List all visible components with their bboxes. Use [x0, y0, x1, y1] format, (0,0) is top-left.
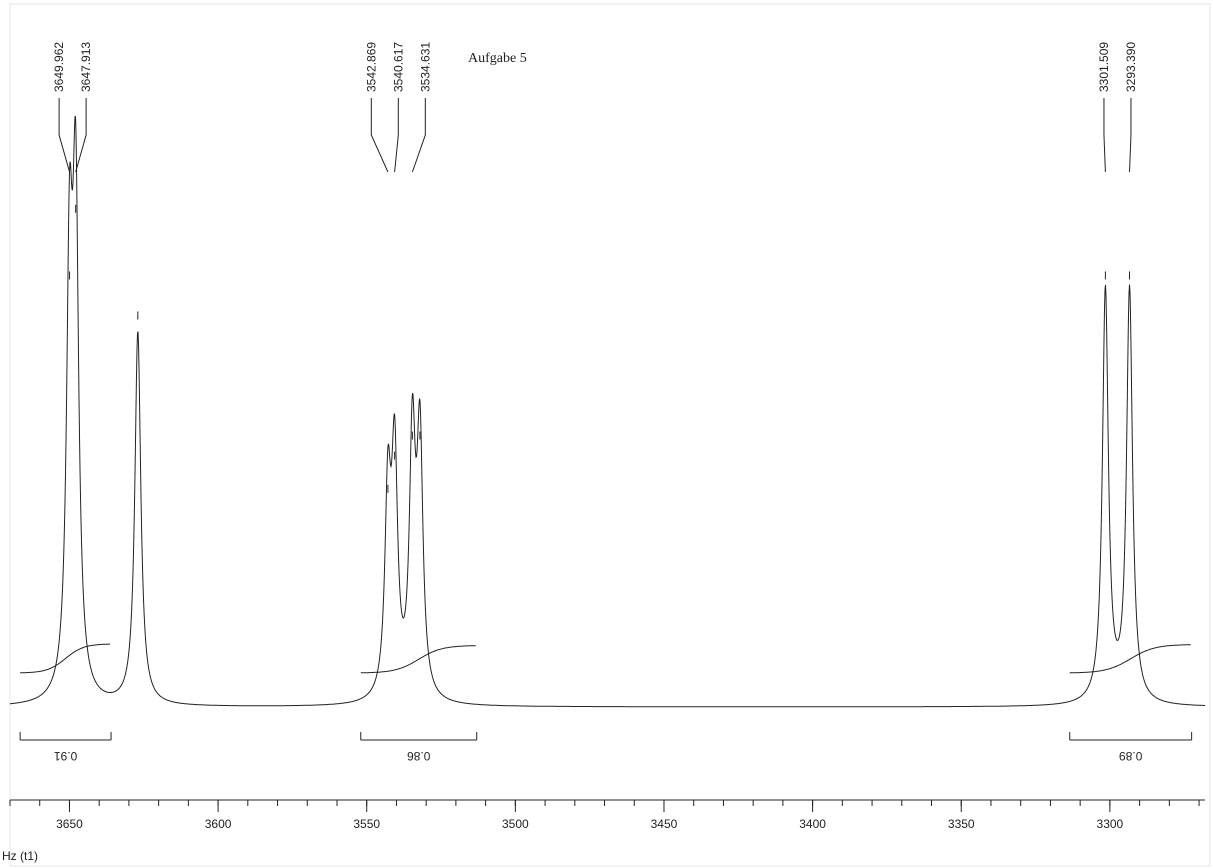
- x-tick-label: 3650: [56, 817, 83, 831]
- chart-title: Aufgabe 5: [468, 51, 527, 66]
- integral-label: 0.89: [1119, 749, 1143, 763]
- integral-label: 0.86: [407, 749, 431, 763]
- integral-label: 0.91: [54, 749, 78, 763]
- x-tick-label: 3600: [205, 817, 232, 831]
- peak-label: 3301.509: [1097, 42, 1111, 92]
- peak-label: 3293.390: [1124, 42, 1138, 92]
- x-tick-label: 3500: [502, 817, 529, 831]
- peak-label: 3534.631: [418, 42, 432, 92]
- integral-curve: [360, 645, 476, 674]
- peak-leader: [1103, 98, 1106, 173]
- peak-leader: [1129, 98, 1132, 173]
- x-tick-label: 3300: [1097, 817, 1124, 831]
- peak-label: 3647.913: [79, 42, 93, 92]
- peak-leader: [75, 98, 87, 173]
- integral-curve: [20, 643, 111, 674]
- peak-leader: [394, 98, 399, 173]
- spectrum: [10, 116, 1205, 708]
- peak-label: 3542.869: [364, 42, 378, 92]
- peak-leader: [58, 98, 71, 173]
- peak-leader: [370, 98, 389, 173]
- frame: [9, 3, 1211, 867]
- x-tick-label: 3550: [353, 817, 380, 831]
- x-tick-label: 3400: [799, 817, 826, 831]
- peak-label: 3649.962: [52, 42, 66, 92]
- integral-curve: [1069, 644, 1191, 674]
- x-tick-label: 3350: [948, 817, 975, 831]
- peak-leader: [411, 98, 426, 173]
- x-axis-label: Hz (t1): [2, 849, 38, 863]
- peak-label: 3540.617: [391, 42, 405, 92]
- x-tick-label: 3450: [651, 817, 678, 831]
